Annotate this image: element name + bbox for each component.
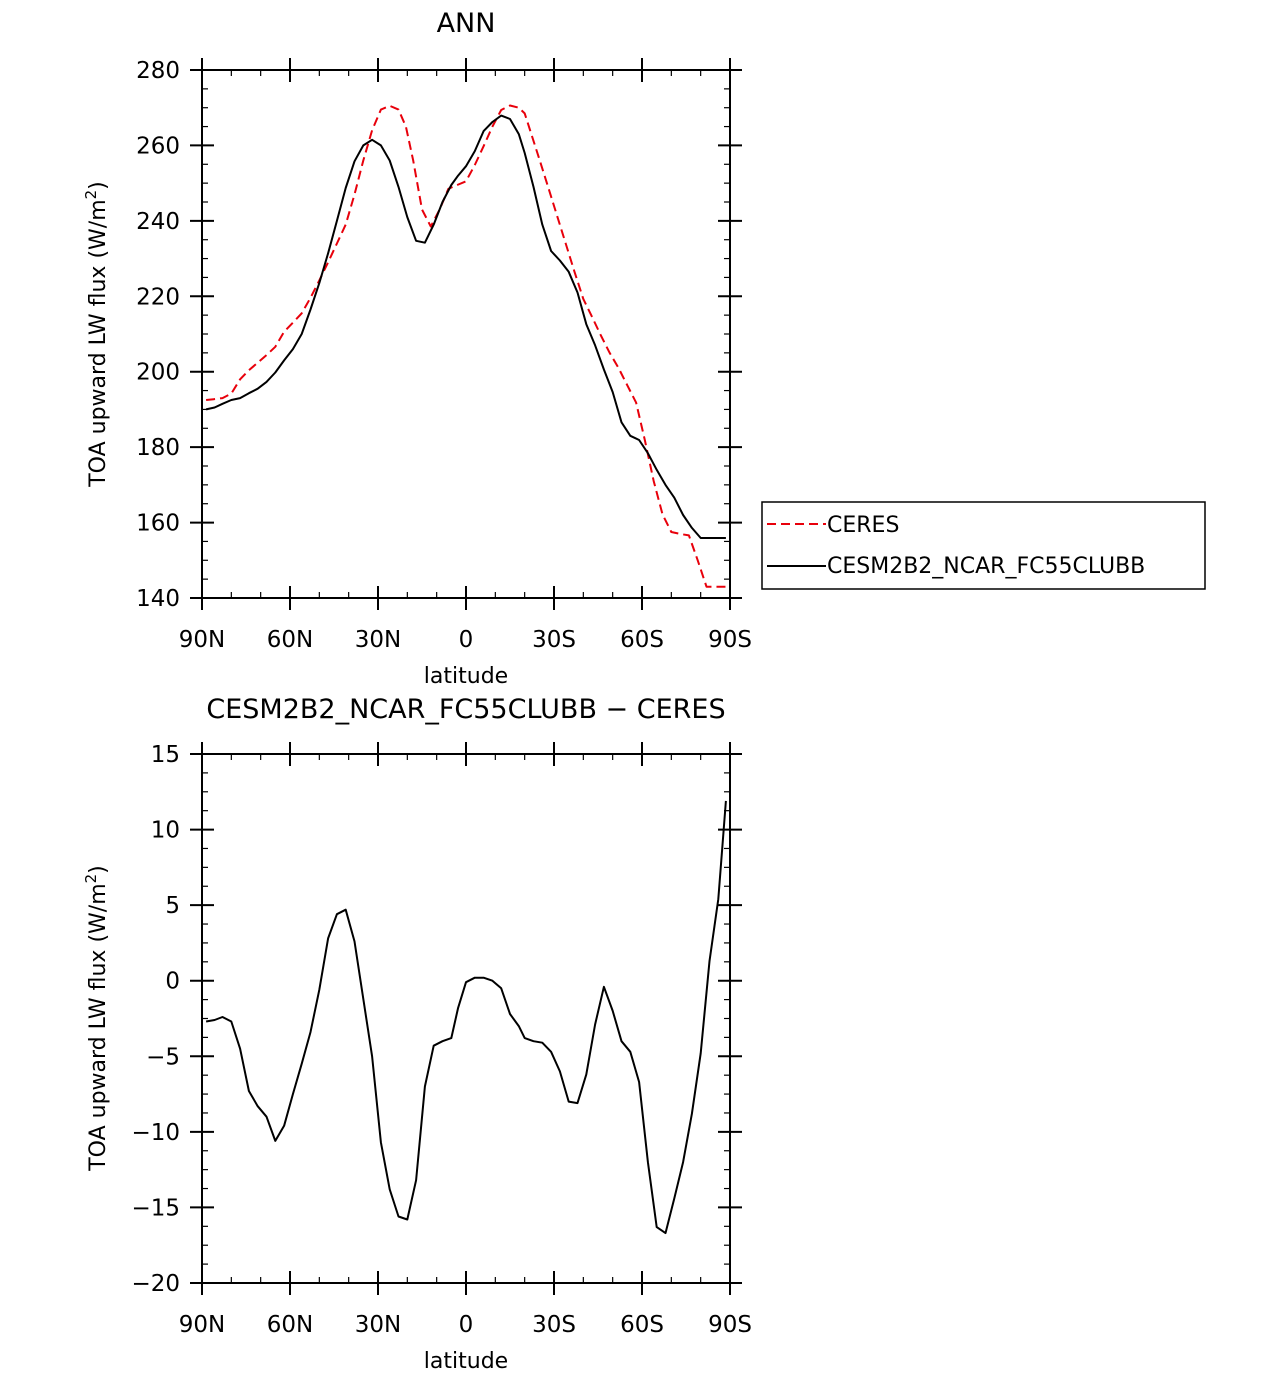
x-tick-label: 60N <box>267 627 313 653</box>
top-y-axis-label: TOA upward LW flux (W/m2) <box>82 181 111 488</box>
series-line-cesm2b2-ncar-fc55clubb <box>205 114 726 539</box>
y-tick-label: 240 <box>136 209 180 235</box>
y-tick-label: −10 <box>131 1120 180 1146</box>
top-plot-area <box>205 104 726 588</box>
y-tick-label: −20 <box>131 1271 180 1297</box>
y-tick-label: 140 <box>136 586 180 612</box>
y-tick-label: 220 <box>136 284 180 310</box>
x-tick-label: 60N <box>267 1312 313 1338</box>
y-tick-label: −15 <box>131 1195 180 1221</box>
series-line-cesm2b2-ncar-fc55clubb-ceres <box>205 800 727 1235</box>
x-tick-label: 30S <box>532 627 576 653</box>
legend-box <box>761 501 1206 590</box>
top-x-axis: 90N 60N 30N 0 30S 60S 90S <box>179 58 752 653</box>
y-tick-label: 180 <box>136 435 180 461</box>
y-tick-label: 260 <box>136 133 180 159</box>
bottom-y-axis-label: TOA upward LW flux (W/m2) <box>82 865 111 1172</box>
legend-label-ceres: CERES <box>827 513 899 538</box>
top-plot-frame <box>201 69 731 599</box>
series-line-ceres <box>205 104 726 588</box>
x-tick-label: 60S <box>620 627 664 653</box>
top-chart-title: ANN <box>437 8 496 39</box>
x-tick-label: 0 <box>459 627 474 653</box>
y-tick-label: 10 <box>151 818 180 844</box>
x-tick-label: 30S <box>532 1312 576 1338</box>
legend-label-model: CESM2B2_NCAR_FC55CLUBB <box>827 554 1145 579</box>
bottom-y-axis: −20 −15 −10 −5 0 5 10 15 <box>131 742 742 1297</box>
legend: CERES CESM2B2_NCAR_FC55CLUBB <box>761 501 1206 590</box>
top-x-axis-label: latitude <box>424 664 508 689</box>
y-tick-label: −5 <box>146 1044 180 1070</box>
top-panel: ANN 140 160 180 200 220 240 260 280 90N 60N 30N 0 3… <box>82 8 1206 689</box>
bottom-panel: CESM2B2_NCAR_FC55CLUBB − CERES −20 −15 −10… <box>82 694 752 1373</box>
x-tick-label: 90N <box>179 627 225 653</box>
bottom-plot-area <box>205 800 727 1235</box>
y-tick-label: 160 <box>136 511 180 537</box>
y-tick-label: 5 <box>165 893 180 919</box>
x-tick-label: 90S <box>708 627 752 653</box>
x-tick-label: 30N <box>355 627 401 653</box>
bottom-x-axis-label: latitude <box>424 1349 508 1373</box>
y-tick-label: 0 <box>165 969 180 995</box>
x-tick-label: 30N <box>355 1312 401 1338</box>
bottom-plot-frame <box>201 753 731 1284</box>
bottom-x-axis: 90N 60N 30N 0 30S 60S 90S <box>179 742 752 1338</box>
y-tick-label: 200 <box>136 360 180 386</box>
x-tick-label: 60S <box>620 1312 664 1338</box>
top-y-axis: 140 160 180 200 220 240 260 280 <box>136 58 742 612</box>
x-tick-label: 90N <box>179 1312 225 1338</box>
y-tick-label: 280 <box>136 58 180 84</box>
bottom-chart-title: CESM2B2_NCAR_FC55CLUBB − CERES <box>206 694 725 725</box>
y-tick-label: 15 <box>151 742 180 768</box>
x-tick-label: 90S <box>708 1312 752 1338</box>
x-tick-label: 0 <box>459 1312 474 1338</box>
